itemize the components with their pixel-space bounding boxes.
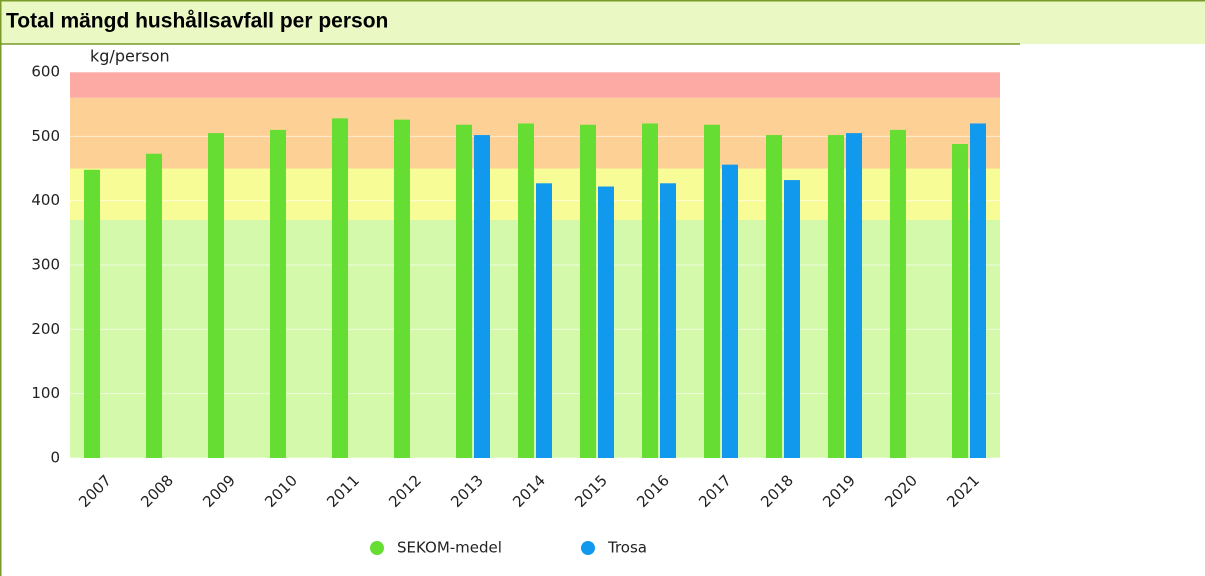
y-tick-label: 300 [31,256,60,274]
bar [456,124,472,459]
x-tick-label: 2012 [385,471,425,511]
x-tick-label: 2014 [509,471,549,511]
bar [474,135,490,458]
zone [70,219,1000,458]
y-tick-label: 100 [31,384,60,402]
zone [70,72,1000,98]
bar [846,133,862,458]
x-tick-label: 2017 [695,471,735,511]
bar [766,135,782,458]
x-tick-label: 2016 [633,471,673,511]
x-tick-label: 2010 [261,471,301,511]
x-tick-label: 2020 [881,471,921,511]
x-tick-label: 2009 [199,471,239,511]
bar [642,123,658,458]
bar [952,144,968,458]
chart-title: Total mängd hushållsavfall per person [6,10,388,33]
x-tick-label: 2021 [943,471,983,511]
legend-swatch [370,541,384,555]
bar [828,135,844,458]
x-tick-label: 2018 [757,471,797,511]
bar [146,153,162,458]
x-tick-label: 2013 [447,471,487,511]
zone [70,97,1000,169]
bar [722,164,738,458]
bar [536,183,552,458]
bar [704,124,720,459]
y-axis-label: kg/person [90,47,170,66]
bar [270,129,286,458]
x-tick-label: 2007 [75,471,115,511]
bar [580,124,596,459]
y-tick-label: 600 [31,63,60,81]
zone [70,168,1000,220]
bar [84,169,100,458]
legend-label: SEKOM-medel [397,539,502,557]
legend-label: Trosa [607,539,647,557]
bar [394,119,410,459]
bar [890,129,906,458]
x-tick-label: 2015 [571,471,611,511]
bar [332,118,348,458]
y-tick-label: 400 [31,191,60,209]
x-tick-label: 2019 [819,471,859,511]
bar [208,133,224,458]
x-tick-label: 2011 [323,471,363,511]
x-tick-label: 2008 [137,471,177,511]
legend-swatch [581,541,595,555]
bar [784,180,800,458]
bar [598,186,614,458]
y-tick-label: 500 [31,127,60,145]
bar [660,183,676,458]
y-tick-label: 200 [31,320,60,338]
bar [518,123,534,458]
bar [970,123,986,458]
title-bar [0,0,1205,44]
y-tick-label: 0 [50,449,60,467]
